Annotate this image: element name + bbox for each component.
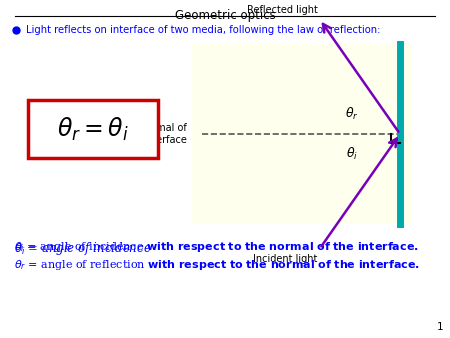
Text: $\theta_r$ = angle of reflection $\bf{with\ respect\ to\ the\ normal\ of\ the\ i: $\theta_r$ = angle of reflection $\bf{wi… — [14, 258, 420, 272]
Text: Reflected light: Reflected light — [247, 5, 318, 15]
Text: $\theta_i$: $\theta_i$ — [346, 146, 358, 162]
Text: Incident light: Incident light — [253, 254, 318, 264]
Text: $\theta_r = \theta_i$: $\theta_r = \theta_i$ — [57, 115, 129, 143]
Text: Light reflects on interface of two media, following the law of reflection:: Light reflects on interface of two media… — [26, 25, 380, 35]
Bar — [192, 44, 412, 224]
Text: 1: 1 — [436, 322, 443, 332]
Text: $\theta_i$ = angle of incidence $\bf{with\ respect\ to\ the\ normal\ of\ the\ in: $\theta_i$ = angle of incidence $\bf{wit… — [14, 240, 419, 254]
Text: Normal of
the interface: Normal of the interface — [124, 123, 187, 145]
Text: $\theta_i$ = angle of incidence: $\theta_i$ = angle of incidence — [14, 240, 152, 257]
Text: $\theta_r$: $\theta_r$ — [345, 106, 359, 122]
Text: Geometric optics: Geometric optics — [175, 9, 275, 22]
Bar — [28, 100, 158, 158]
